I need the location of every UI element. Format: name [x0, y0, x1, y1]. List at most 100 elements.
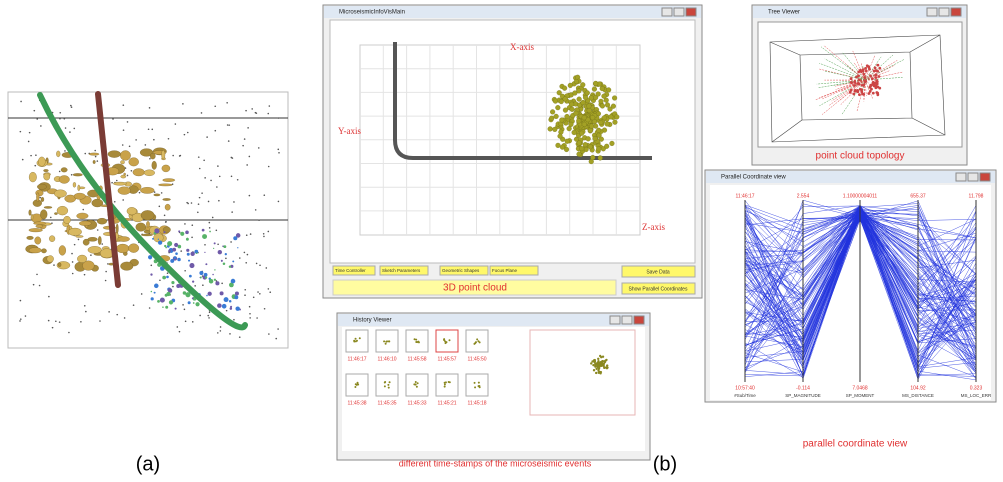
thumb-point [443, 383, 446, 386]
well-path [95, 91, 121, 288]
action-button[interactable] [621, 282, 696, 295]
window-min-button[interactable] [955, 172, 967, 182]
window-close-button[interactable] [685, 7, 697, 17]
event-dot [230, 175, 233, 178]
title-bar [338, 314, 649, 326]
event-sphere [73, 192, 86, 200]
window-max-button[interactable] [967, 172, 979, 182]
window-max-button[interactable] [938, 7, 950, 17]
event-dot [108, 311, 110, 313]
axis-max-label: 1.10000004011 [843, 193, 878, 199]
thumbnail[interactable] [465, 329, 489, 353]
action-button[interactable] [621, 265, 696, 278]
tree-node [874, 86, 878, 90]
event-dot [230, 305, 233, 308]
event-sphere [162, 178, 176, 182]
window-close-button[interactable] [979, 172, 991, 182]
event-point [604, 121, 610, 127]
thumbnail[interactable] [435, 373, 459, 397]
window-min-button[interactable] [926, 7, 938, 17]
tool-button[interactable] [489, 265, 539, 276]
timestamp: 11:45:18 [467, 400, 486, 406]
timestamp: 11:45:21 [437, 400, 456, 406]
tool-button[interactable] [439, 265, 489, 276]
event-dot [198, 167, 201, 170]
event-dot [194, 249, 199, 254]
thumb-point [415, 338, 418, 341]
thumb-point [443, 385, 446, 388]
event-dot [224, 253, 227, 256]
event-dot [83, 273, 86, 276]
preview-point [592, 369, 596, 372]
event-dot [164, 293, 168, 297]
thumbnail[interactable] [405, 329, 429, 353]
box-frame [769, 34, 946, 143]
window-title: Tree Viewer [768, 10, 800, 16]
plot-area [329, 19, 696, 264]
well-path [393, 42, 652, 160]
event-dot [208, 227, 211, 229]
event-dot [186, 131, 189, 134]
event-point [576, 102, 583, 108]
event-dot [68, 331, 70, 334]
window-close-button[interactable] [950, 7, 962, 17]
event-dot [111, 181, 113, 184]
window-close-button[interactable] [633, 315, 645, 325]
event-dot [168, 249, 171, 253]
timestamp: 11:45:38 [347, 400, 366, 406]
thumbnail[interactable] [435, 329, 459, 353]
event-sphere [75, 235, 84, 238]
tree-edge [864, 67, 881, 81]
event-point [573, 78, 579, 85]
event-dot [208, 221, 211, 224]
event-dot [162, 306, 164, 308]
event-dot [96, 229, 99, 231]
event-dot [267, 288, 270, 290]
event-dot [198, 196, 201, 199]
event-point [598, 136, 604, 142]
event-point [609, 140, 615, 146]
thumbnail[interactable] [375, 373, 399, 397]
event-dot [225, 257, 227, 260]
event-sphere [26, 236, 34, 240]
timestamp: 11:46:17 [347, 356, 366, 362]
event-sphere [123, 172, 126, 176]
event-dot [195, 252, 198, 255]
event-dot [204, 276, 208, 279]
event-dot [207, 200, 210, 203]
preview-point [599, 372, 602, 375]
tool-button[interactable] [332, 265, 376, 276]
thumb-point [478, 385, 481, 388]
window-min-button[interactable] [609, 315, 621, 325]
event-dot [230, 156, 233, 159]
thumbnail[interactable] [465, 373, 489, 397]
title-bar [753, 6, 966, 18]
thumbnail[interactable] [405, 373, 429, 397]
event-sphere [135, 222, 147, 232]
event-point [612, 119, 618, 125]
thumb-point [477, 381, 480, 384]
tool-button[interactable] [379, 265, 429, 276]
window-max-button[interactable] [621, 315, 633, 325]
event-point [559, 144, 565, 150]
window-max-button[interactable] [673, 7, 685, 17]
tree-edge [856, 79, 866, 113]
event-sphere [54, 212, 58, 215]
event-dot [217, 243, 219, 246]
event-dot [227, 140, 230, 142]
event-dot [167, 288, 173, 293]
event-point [598, 119, 604, 126]
thumb-point [354, 385, 357, 388]
event-dot [174, 242, 179, 247]
button-label: Show Parallel Coordinates [629, 286, 688, 292]
window-min-button[interactable] [661, 7, 673, 17]
event-dot [199, 314, 201, 317]
event-dot [201, 192, 203, 194]
event-dot [234, 295, 239, 300]
thumb-point [356, 381, 359, 384]
event-dot [47, 319, 50, 322]
event-dot [167, 241, 173, 247]
tree-edge [852, 50, 866, 81]
event-dot [32, 283, 35, 286]
event-dot [38, 284, 41, 287]
